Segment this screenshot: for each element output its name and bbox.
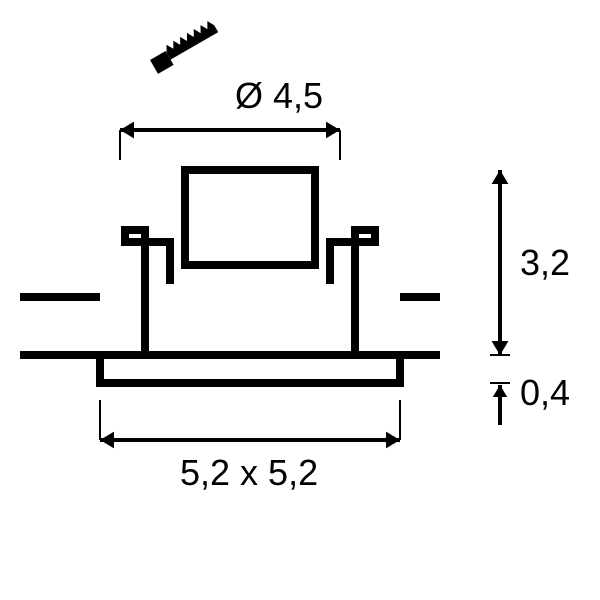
hole-saw-icon bbox=[148, 19, 222, 74]
dimension-label: Ø 4,5 bbox=[235, 75, 323, 116]
dimension-label: 5,2 x 5,2 bbox=[180, 452, 318, 493]
technical-drawing: Ø 4,5 5,2 x 5,2 3,2 0,4 bbox=[0, 0, 600, 600]
dimension-label: 3,2 bbox=[520, 242, 570, 283]
dimension-label: 0,4 bbox=[520, 372, 570, 413]
